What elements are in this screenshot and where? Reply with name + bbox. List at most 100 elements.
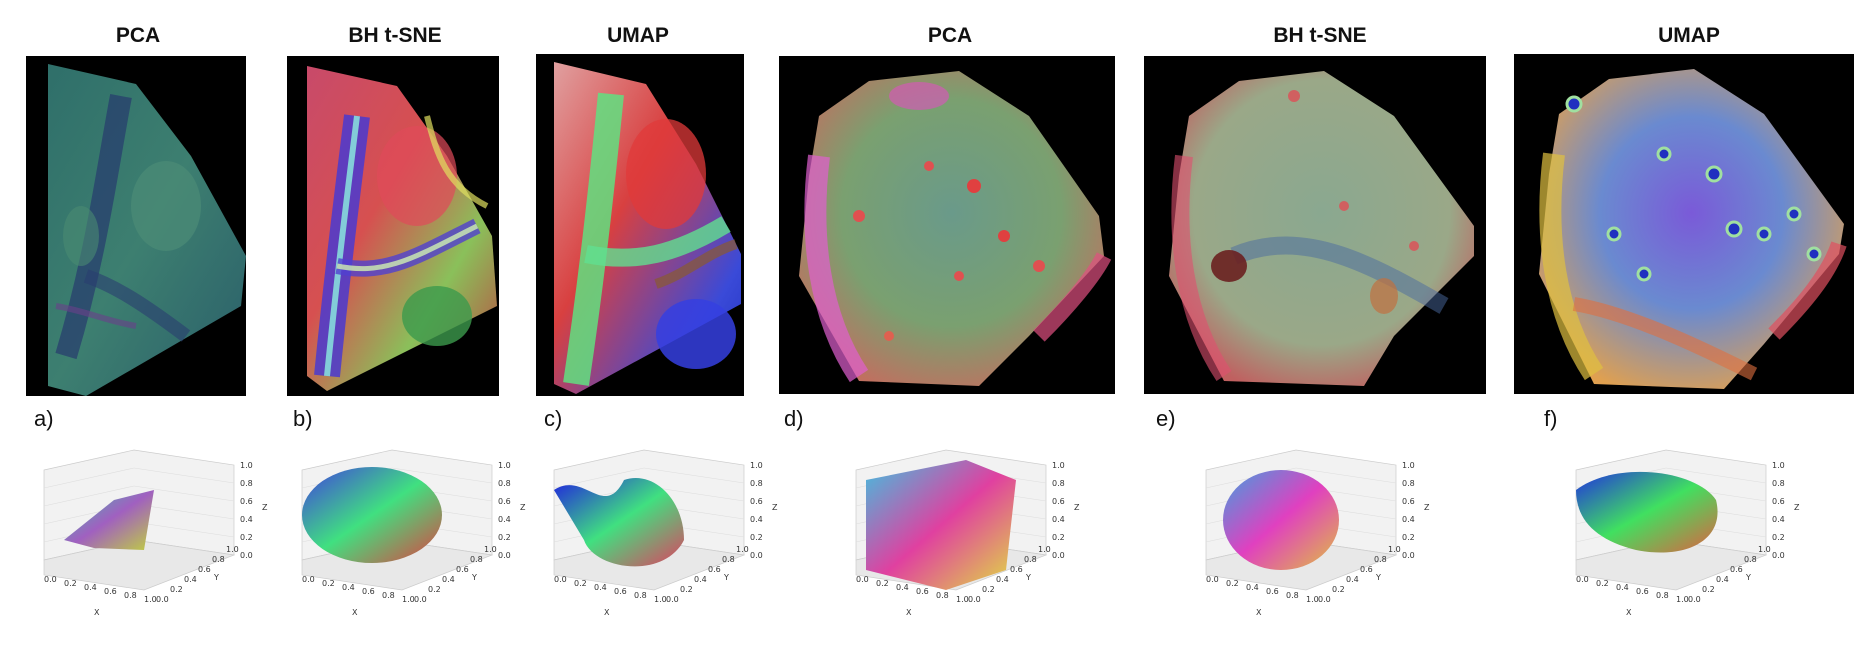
grid-line bbox=[391, 467, 493, 484]
x-tick-label: 0.4 bbox=[1616, 583, 1629, 592]
x-tick-label: 0.8 bbox=[1286, 591, 1299, 600]
x-axis-label: X bbox=[906, 608, 912, 617]
panel-label: f) bbox=[1544, 406, 1558, 431]
z-axis-label: Z bbox=[772, 503, 778, 512]
y-tick-label: 1.0 bbox=[226, 545, 239, 554]
y-tick-label: 0.2 bbox=[982, 585, 995, 594]
x-tick-label: 1.0 bbox=[654, 595, 667, 604]
z-tick-label: 0.4 bbox=[1402, 515, 1415, 524]
colour-space-3d-plot: 0.00.20.40.60.81.0Z0.0 0.2 0.4 0.6 0.8 1.0X0.… bbox=[553, 449, 778, 617]
tissue-rendering bbox=[1169, 71, 1474, 386]
z-tick-label: 0.2 bbox=[1772, 533, 1785, 542]
y-axis-label: Y bbox=[213, 573, 219, 582]
x-tick-label: 0.6 bbox=[916, 587, 929, 596]
embedding-image bbox=[1514, 54, 1854, 394]
grid-line bbox=[133, 467, 235, 484]
x-axis-label: X bbox=[352, 608, 358, 617]
y-tick-label: 0.4 bbox=[184, 575, 197, 584]
tissue-rendering bbox=[48, 64, 246, 396]
y-tick-label: 0.4 bbox=[694, 575, 707, 584]
panel-title: PCA bbox=[115, 24, 161, 47]
colour-space-3d-plot: 0.00.20.40.60.81.0Z0.0 0.2 0.4 0.6 0.8 1.0X0.… bbox=[301, 449, 526, 617]
z-tick-label: 0.0 bbox=[1772, 551, 1785, 560]
x-tick-label: 1.0 bbox=[1306, 595, 1319, 604]
x-tick-label: 0.4 bbox=[594, 583, 607, 592]
z-tick-label: 0.4 bbox=[750, 515, 763, 524]
x-tick-label: 0.0 bbox=[302, 575, 315, 584]
x-tick-label: 0.2 bbox=[1596, 579, 1609, 588]
point-cloud bbox=[1223, 470, 1339, 570]
z-tick-label: 1.0 bbox=[240, 461, 253, 470]
x-tick-label: 0.2 bbox=[1226, 579, 1239, 588]
x-tick-label: 0.6 bbox=[104, 587, 117, 596]
grid-line bbox=[133, 521, 235, 538]
point-cloud bbox=[866, 460, 1016, 590]
panel-label: d) bbox=[784, 406, 804, 431]
z-tick-label: 0.2 bbox=[498, 533, 511, 542]
embedding-image bbox=[287, 56, 499, 396]
tissue-rendering bbox=[307, 66, 497, 391]
x-axis-label: X bbox=[604, 608, 610, 617]
y-tick-label: 0.0 bbox=[414, 595, 427, 604]
x-tick-label: 0.4 bbox=[896, 583, 909, 592]
y-tick-label: 0.6 bbox=[198, 565, 211, 574]
y-tick-label: 0.2 bbox=[1702, 585, 1715, 594]
x-tick-label: 0.0 bbox=[44, 575, 57, 584]
z-tick-label: 0.2 bbox=[1402, 533, 1415, 542]
x-tick-label: 0.6 bbox=[614, 587, 627, 596]
x-axis-label: X bbox=[1256, 608, 1262, 617]
x-tick-label: 0.2 bbox=[322, 579, 335, 588]
z-tick-label: 0.6 bbox=[1052, 497, 1065, 506]
z-tick-label: 0.8 bbox=[1772, 479, 1785, 488]
panel-title: BH t-SNE bbox=[348, 24, 442, 47]
grid-line bbox=[643, 467, 745, 484]
z-tick-label: 1.0 bbox=[1772, 461, 1785, 470]
y-tick-label: 0.2 bbox=[170, 585, 183, 594]
z-tick-label: 0.0 bbox=[1052, 551, 1065, 560]
z-tick-label: 0.8 bbox=[750, 479, 763, 488]
colour-space-3d-plot: 0.00.20.40.60.81.0Z0.0 0.2 0.4 0.6 0.8 1.0X0.… bbox=[43, 449, 268, 617]
x-tick-label: 1.0 bbox=[144, 595, 157, 604]
x-tick-label: 0.2 bbox=[876, 579, 889, 588]
x-axis-label: X bbox=[94, 608, 100, 617]
x-tick-label: 0.2 bbox=[574, 579, 587, 588]
y-tick-label: 0.0 bbox=[968, 595, 981, 604]
y-tick-label: 0.0 bbox=[1688, 595, 1701, 604]
y-axis-label: Y bbox=[471, 573, 477, 582]
y-tick-label: 0.4 bbox=[442, 575, 455, 584]
z-tick-label: 0.2 bbox=[750, 533, 763, 542]
panel-title: UMAP bbox=[1658, 24, 1720, 47]
colour-space-3d-plot: 0.00.20.40.60.81.0Z0.0 0.2 0.4 0.6 0.8 1.0X0.… bbox=[1575, 449, 1800, 617]
y-tick-label: 0.4 bbox=[1346, 575, 1359, 584]
x-tick-label: 0.8 bbox=[936, 591, 949, 600]
y-tick-label: 1.0 bbox=[1038, 545, 1051, 554]
grid-line bbox=[1665, 467, 1767, 484]
z-tick-label: 0.6 bbox=[498, 497, 511, 506]
z-tick-label: 1.0 bbox=[1402, 461, 1415, 470]
z-tick-label: 0.8 bbox=[240, 479, 253, 488]
grid-line bbox=[133, 485, 235, 502]
y-tick-label: 0.8 bbox=[1374, 555, 1387, 564]
embedding-image bbox=[1144, 56, 1486, 394]
y-tick-label: 1.0 bbox=[1758, 545, 1771, 554]
z-tick-label: 0.2 bbox=[1052, 533, 1065, 542]
y-tick-label: 0.2 bbox=[680, 585, 693, 594]
x-tick-label: 0.0 bbox=[1576, 575, 1589, 584]
colour-space-3d-plot: 0.00.20.40.60.81.0Z0.0 0.2 0.4 0.6 0.8 1.0X0.… bbox=[1205, 449, 1430, 617]
x-tick-label: 0.8 bbox=[634, 591, 647, 600]
z-tick-label: 0.2 bbox=[240, 533, 253, 542]
panel-label: b) bbox=[293, 406, 313, 431]
y-tick-label: 0.8 bbox=[722, 555, 735, 564]
z-tick-label: 1.0 bbox=[1052, 461, 1065, 470]
z-tick-label: 0.6 bbox=[1402, 497, 1415, 506]
z-tick-label: 0.0 bbox=[1402, 551, 1415, 560]
tissue-rendering bbox=[554, 62, 741, 394]
y-tick-label: 1.0 bbox=[736, 545, 749, 554]
x-tick-label: 0.0 bbox=[1206, 575, 1219, 584]
z-axis-label: Z bbox=[262, 503, 268, 512]
point-cloud bbox=[1576, 471, 1718, 553]
y-tick-label: 0.8 bbox=[212, 555, 225, 564]
y-tick-label: 0.6 bbox=[1360, 565, 1373, 574]
y-tick-label: 0.0 bbox=[1318, 595, 1331, 604]
z-tick-label: 0.4 bbox=[240, 515, 253, 524]
